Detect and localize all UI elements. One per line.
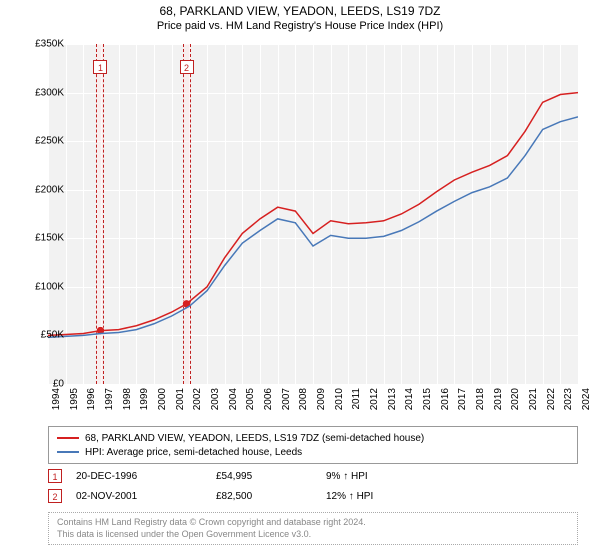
x-tick-label: 2015 [422, 388, 433, 410]
y-tick-label: £350K [35, 39, 64, 50]
event-pct-2: 12% ↑ HPI [326, 491, 426, 502]
x-tick-label: 2018 [475, 388, 486, 410]
y-tick-label: £200K [35, 184, 64, 195]
y-tick-label: £150K [35, 233, 64, 244]
legend-label-price-paid: 68, PARKLAND VIEW, YEADON, LEEDS, LS19 7… [85, 433, 424, 444]
plot-svg [48, 44, 578, 384]
x-tick-label: 2021 [528, 388, 539, 410]
y-tick-label: £250K [35, 136, 64, 147]
footer-line-2: This data is licensed under the Open Gov… [57, 529, 569, 541]
x-tick-label: 1994 [51, 388, 62, 410]
x-tick-label: 2009 [316, 388, 327, 410]
x-tick-label: 2020 [510, 388, 521, 410]
event-num-2: 2 [48, 489, 62, 503]
series-line-hpi [48, 117, 578, 338]
x-tick-label: 2012 [369, 388, 380, 410]
x-tick-label: 2000 [157, 388, 168, 410]
legend-label-hpi: HPI: Average price, semi-detached house,… [85, 447, 302, 458]
x-tick-label: 2023 [563, 388, 574, 410]
event-date-1: 20-DEC-1996 [76, 471, 216, 482]
x-tick-label: 2024 [581, 388, 592, 410]
event-row-1: 1 20-DEC-1996 £54,995 9% ↑ HPI [48, 466, 578, 486]
chart-title-address: 68, PARKLAND VIEW, YEADON, LEEDS, LS19 7… [0, 4, 600, 18]
legend-swatch-price-paid [57, 437, 79, 439]
x-tick-label: 2004 [228, 388, 239, 410]
y-tick-label: £100K [35, 281, 64, 292]
x-tick-label: 2008 [298, 388, 309, 410]
chart-container: 68, PARKLAND VIEW, YEADON, LEEDS, LS19 7… [0, 0, 600, 560]
x-tick-label: 2002 [192, 388, 203, 410]
x-tick-label: 2007 [281, 388, 292, 410]
footer-line-1: Contains HM Land Registry data © Crown c… [57, 517, 569, 529]
event-num-1: 1 [48, 469, 62, 483]
event-price-1: £54,995 [216, 471, 326, 482]
series-line-price_paid [48, 93, 578, 336]
x-tick-label: 2014 [404, 388, 415, 410]
x-tick-label: 2001 [175, 388, 186, 410]
x-tick-label: 2010 [334, 388, 345, 410]
legend-row-hpi: HPI: Average price, semi-detached house,… [57, 445, 569, 459]
event-marker-1: 1 [93, 60, 107, 74]
event-price-2: £82,500 [216, 491, 326, 502]
y-tick-label: £50K [41, 330, 64, 341]
x-tick-label: 2005 [245, 388, 256, 410]
x-tick-label: 2016 [440, 388, 451, 410]
x-tick-label: 1995 [69, 388, 80, 410]
legend-swatch-hpi [57, 451, 79, 453]
chart-subtitle: Price paid vs. HM Land Registry's House … [0, 20, 600, 32]
event-pct-1: 9% ↑ HPI [326, 471, 426, 482]
event-row-2: 2 02-NOV-2001 £82,500 12% ↑ HPI [48, 486, 578, 506]
x-tick-label: 1996 [86, 388, 97, 410]
x-tick-label: 1998 [122, 388, 133, 410]
y-tick-label: £300K [35, 87, 64, 98]
legend-row-price-paid: 68, PARKLAND VIEW, YEADON, LEEDS, LS19 7… [57, 431, 569, 445]
x-tick-label: 1999 [139, 388, 150, 410]
x-tick-label: 2022 [546, 388, 557, 410]
x-tick-label: 1997 [104, 388, 115, 410]
x-tick-label: 2019 [493, 388, 504, 410]
events-table: 1 20-DEC-1996 £54,995 9% ↑ HPI 2 02-NOV-… [48, 466, 578, 506]
x-tick-label: 2011 [351, 388, 362, 410]
footer-attribution: Contains HM Land Registry data © Crown c… [48, 512, 578, 545]
legend: 68, PARKLAND VIEW, YEADON, LEEDS, LS19 7… [48, 426, 578, 464]
x-tick-label: 2003 [210, 388, 221, 410]
x-tick-label: 2013 [387, 388, 398, 410]
title-block: 68, PARKLAND VIEW, YEADON, LEEDS, LS19 7… [0, 0, 600, 32]
x-tick-label: 2006 [263, 388, 274, 410]
event-marker-2: 2 [180, 60, 194, 74]
event-date-2: 02-NOV-2001 [76, 491, 216, 502]
chart-plot-area: 12 [48, 44, 578, 384]
x-tick-label: 2017 [457, 388, 468, 410]
